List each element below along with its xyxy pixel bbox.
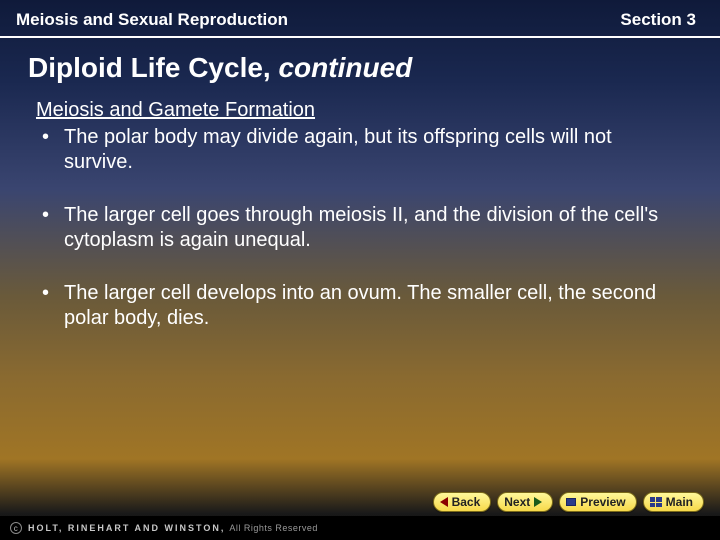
publisher: HOLT, RINEHART AND WINSTON, [28, 523, 225, 533]
title-main: Diploid Life Cycle, [28, 52, 278, 83]
bullet-item: The larger cell develops into an ovum. T… [36, 281, 684, 331]
section-label: Section 3 [620, 10, 696, 30]
title-continued: continued [278, 52, 412, 83]
copyright-icon: c [10, 522, 22, 534]
content-area: Meiosis and Gamete Formation The polar b… [0, 98, 720, 359]
preview-button[interactable]: Preview [559, 492, 636, 512]
slide-title: Diploid Life Cycle, continued [0, 46, 720, 98]
main-label: Main [666, 495, 693, 509]
nav-bar: Back Next Preview Main [433, 492, 704, 512]
subheading: Meiosis and Gamete Formation [36, 98, 684, 123]
header-divider [0, 36, 720, 38]
back-label: Back [452, 495, 481, 509]
next-button[interactable]: Next [497, 492, 553, 512]
bullet-list: The larger cell goes through meiosis II,… [36, 203, 684, 253]
back-arrow-icon [440, 497, 448, 507]
bullet-item: The larger cell goes through meiosis II,… [36, 203, 684, 253]
slide: Meiosis and Sexual Reproduction Section … [0, 0, 720, 540]
bullet-item: The polar body may divide again, but its… [36, 125, 684, 175]
chapter-title: Meiosis and Sexual Reproduction [16, 10, 288, 30]
header: Meiosis and Sexual Reproduction Section … [0, 0, 720, 36]
main-button[interactable]: Main [643, 492, 704, 512]
next-arrow-icon [534, 497, 542, 507]
back-button[interactable]: Back [433, 492, 492, 512]
next-label: Next [504, 495, 530, 509]
preview-label: Preview [580, 495, 625, 509]
bullet-list: The polar body may divide again, but its… [36, 125, 684, 175]
footer: c HOLT, RINEHART AND WINSTON, All Rights… [0, 516, 720, 540]
bullet-list: The larger cell develops into an ovum. T… [36, 281, 684, 331]
main-grid-icon [650, 497, 662, 507]
preview-icon [566, 498, 576, 506]
rights-text: All Rights Reserved [229, 523, 318, 533]
